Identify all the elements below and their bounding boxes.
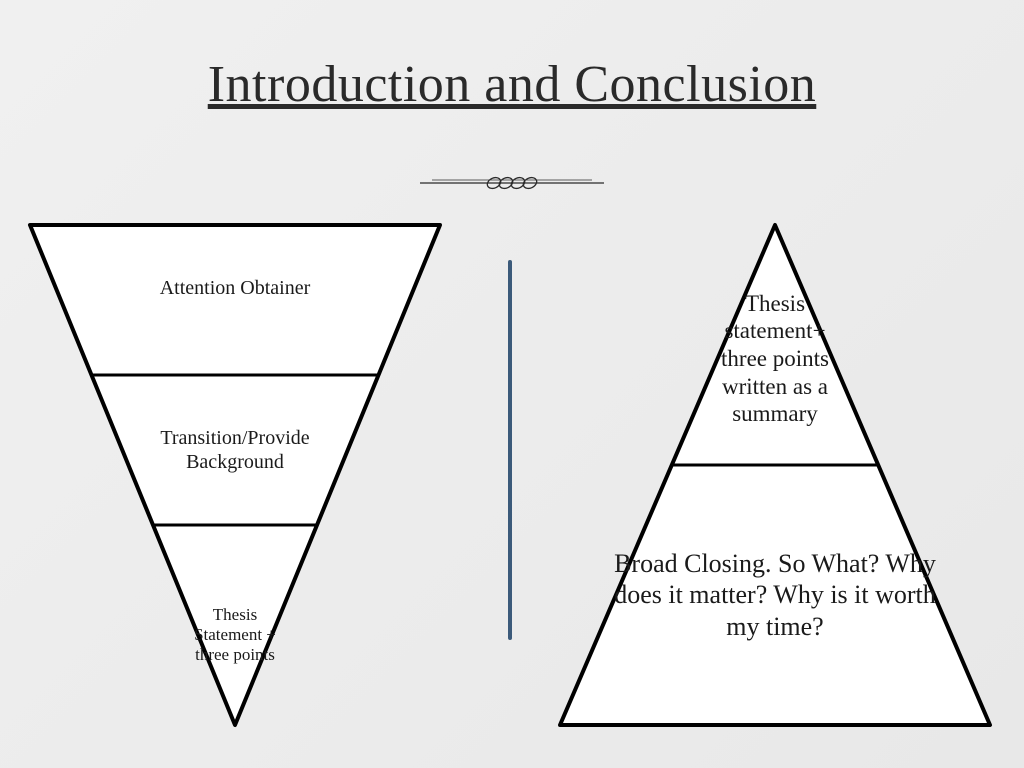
intro-section-1-label: Attention Obtainer xyxy=(78,276,392,300)
intro-section-2-label: Transition/Provide Background xyxy=(134,426,337,474)
vertical-divider xyxy=(508,260,512,640)
conclusion-section-2-label: Broad Closing. So What? Why does it matt… xyxy=(608,548,942,642)
slide-title: Introduction and Conclusion xyxy=(0,0,1024,114)
slide: Introduction and Conclusion Attention Ob… xyxy=(0,0,1024,768)
intro-section-3-label: Thesis Statement + three points xyxy=(185,605,285,666)
title-ornament-icon xyxy=(412,168,612,198)
conclusion-section-1-label: Thesis statement+ three points written a… xyxy=(700,290,850,428)
